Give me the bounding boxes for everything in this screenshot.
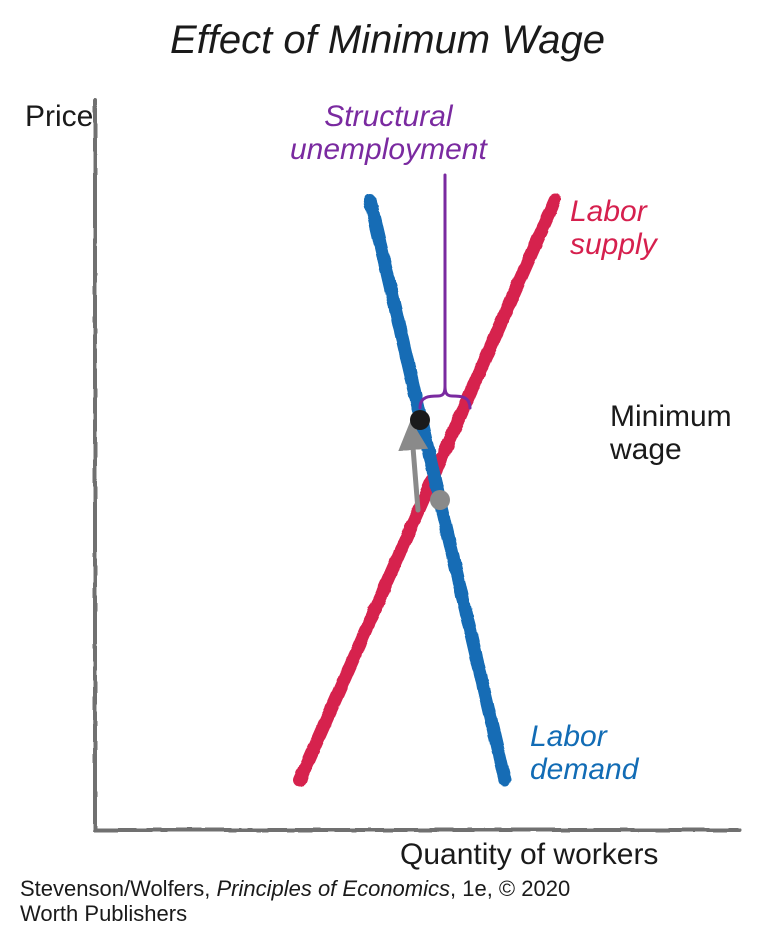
chart-title: Effect of Minimum Wage	[0, 18, 775, 63]
labor-supply-label: Labor supply	[570, 195, 657, 261]
source-credit: Stevenson/Wolfers, Principles of Economi…	[20, 876, 570, 926]
structural-unemployment-brace	[420, 175, 470, 408]
credit-part-c: , 1e, © 2020	[450, 876, 570, 901]
credit-part-a: Stevenson/Wolfers,	[20, 876, 216, 901]
labor-supply-curve	[300, 200, 555, 780]
shift-arrow	[412, 435, 418, 510]
y-axis-label: Price	[25, 100, 93, 133]
credit-line2: Worth Publishers	[20, 901, 187, 926]
x-axis-label: Quantity of workers	[400, 838, 658, 871]
structural-unemployment-label: Structural unemployment	[290, 100, 487, 166]
free-market-equilibrium-point	[430, 490, 450, 510]
minimum-wage-equilibrium-point	[410, 410, 430, 430]
labor-demand-label: Labor demand	[530, 720, 638, 786]
minimum-wage-label: Minimum wage	[610, 400, 732, 466]
credit-part-b: Principles of Economics	[216, 876, 450, 901]
labor-demand-curve	[370, 200, 505, 780]
